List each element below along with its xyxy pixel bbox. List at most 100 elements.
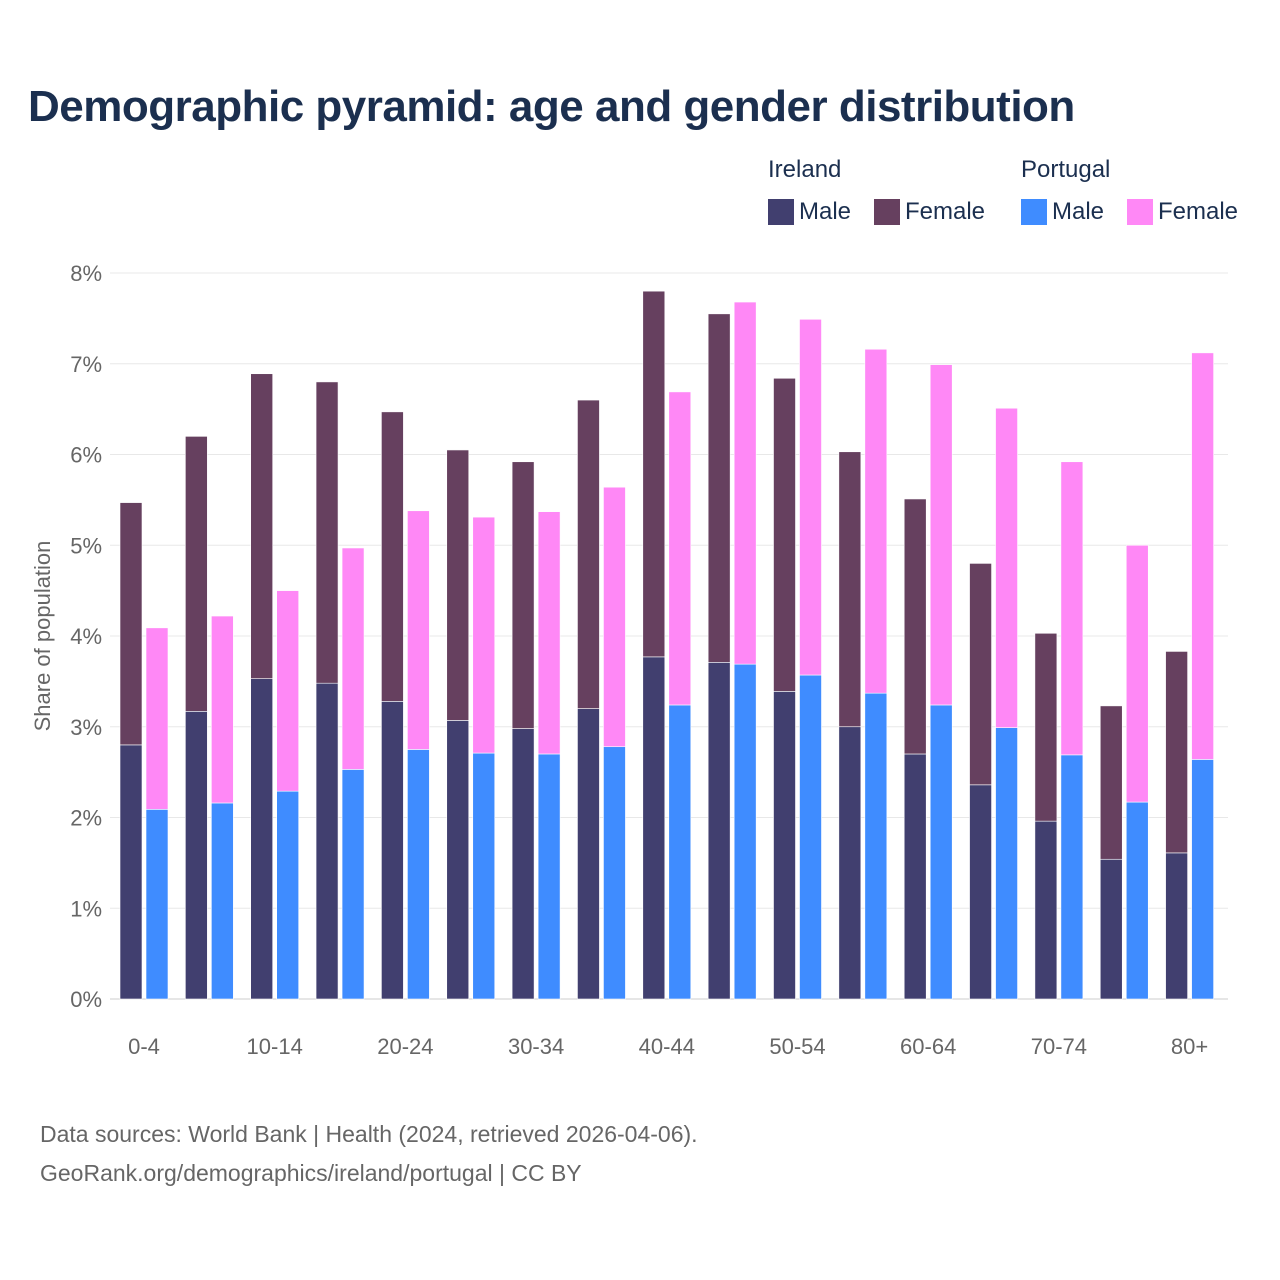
- bar-portugal-male: [537, 753, 561, 1000]
- bar-portugal-male: [1060, 754, 1084, 1000]
- bar-ireland-female: [838, 451, 862, 728]
- y-tick-label: 7%: [70, 352, 102, 377]
- legend-swatch: [1127, 199, 1153, 225]
- bar-ireland-male: [838, 726, 862, 1000]
- y-tick-label: 8%: [70, 261, 102, 286]
- bar-portugal-male: [211, 802, 234, 1000]
- legend-label: Female: [905, 198, 986, 225]
- bar-ireland-female: [250, 373, 273, 679]
- y-tick-label: 5%: [70, 533, 102, 558]
- bar-ireland-female: [511, 461, 535, 729]
- bar-portugal-male: [341, 769, 365, 1000]
- bar-portugal-male: [472, 752, 496, 1000]
- x-tick-label: 80+: [1171, 1034, 1208, 1059]
- bar-ireland-female: [773, 377, 796, 692]
- bar-ireland-male: [250, 678, 273, 1000]
- bar-ireland-female: [446, 449, 470, 721]
- legend-portugal-female: Female: [1127, 198, 1238, 226]
- x-tick-label: 70-74: [1031, 1034, 1087, 1059]
- legend-swatch: [874, 199, 900, 225]
- x-tick-label: 0-4: [128, 1034, 160, 1059]
- bar-ireland-male: [315, 682, 339, 1000]
- y-tick-label: 6%: [70, 443, 102, 468]
- bar-portugal-female: [929, 364, 953, 706]
- bar-ireland-male: [642, 656, 666, 1000]
- x-tick-label: 30-34: [508, 1034, 564, 1059]
- bar-portugal-male: [1191, 759, 1214, 1000]
- bar-portugal-female: [603, 486, 626, 748]
- bar-portugal-female: [668, 391, 692, 706]
- bar-ireland-female: [1099, 705, 1123, 860]
- bar-ireland-female: [577, 399, 600, 709]
- bar-portugal-female: [407, 510, 430, 750]
- bar-ireland-female: [381, 411, 404, 702]
- y-tick-label: 0%: [70, 987, 102, 1012]
- bar-portugal-female: [211, 615, 234, 804]
- legend-swatch: [768, 199, 794, 225]
- bar-portugal-female: [733, 301, 757, 665]
- bar-portugal-male: [1125, 801, 1149, 1000]
- legend-label: Male: [799, 198, 852, 225]
- legend-label: Male: [1052, 198, 1105, 225]
- legend-ireland-male: Male: [768, 198, 851, 226]
- bar-portugal-female: [799, 318, 822, 676]
- legend-label: Female: [1158, 198, 1239, 225]
- y-tick-label: 4%: [70, 624, 102, 649]
- bar-portugal-male: [864, 692, 888, 1000]
- attribution: GeoRank.org/demographics/ireland/portuga…: [40, 1160, 582, 1186]
- bar-ireland-male: [1165, 852, 1188, 1000]
- x-tick-label: 50-54: [769, 1034, 825, 1059]
- bar-ireland-male: [511, 728, 535, 1000]
- bar-portugal-male: [145, 809, 169, 1000]
- x-tick-label: 10-14: [247, 1034, 303, 1059]
- x-tick-label: 20-24: [377, 1034, 433, 1059]
- chart-title: Demographic pyramid: age and gender dist…: [28, 82, 1075, 131]
- y-tick-label: 3%: [70, 715, 102, 740]
- bar-ireland-female: [315, 381, 339, 684]
- bar-portugal-female: [995, 407, 1018, 728]
- footer: Data sources: World Bank | Health (2024,…: [40, 1115, 698, 1193]
- legend-swatch: [1021, 199, 1047, 225]
- y-tick-label: 2%: [70, 806, 102, 831]
- bar-ireland-male: [185, 711, 208, 1000]
- bar-ireland-female: [903, 498, 927, 755]
- y-tick-label: 1%: [70, 896, 102, 921]
- bar-ireland-female: [642, 290, 666, 658]
- bar-portugal-female: [864, 348, 888, 694]
- bar-ireland-male: [381, 701, 404, 1000]
- bar-portugal-male: [276, 790, 300, 1000]
- bar-ireland-male: [707, 662, 731, 1000]
- legend-group-ireland: Ireland: [768, 156, 842, 183]
- bar-portugal-male: [668, 704, 692, 1000]
- bar-portugal-male: [929, 704, 953, 1000]
- x-tick-label: 60-64: [900, 1034, 956, 1059]
- bar-portugal-female: [145, 627, 169, 810]
- legend-ireland-female: Female: [874, 198, 985, 226]
- source-note: Data sources: World Bank | Health (2024,…: [40, 1121, 698, 1147]
- bar-ireland-female: [707, 313, 731, 663]
- legend-portugal-male: Male: [1021, 198, 1104, 226]
- legend-group-portugal: Portugal: [1021, 156, 1111, 183]
- bar-ireland-female: [969, 563, 992, 786]
- bar-portugal-female: [276, 590, 300, 792]
- bar-portugal-female: [1060, 461, 1084, 756]
- bar-ireland-male: [773, 691, 796, 1000]
- bar-ireland-female: [185, 436, 208, 712]
- bar-portugal-female: [1191, 352, 1214, 760]
- bar-ireland-male: [577, 708, 600, 1000]
- bar-portugal-female: [341, 547, 365, 770]
- bar-portugal-female: [1125, 544, 1149, 803]
- bar-portugal-male: [603, 746, 626, 1000]
- y-axis-label: Share of population: [30, 541, 55, 732]
- bar-ireland-male: [446, 720, 470, 1000]
- bar-ireland-male: [1099, 858, 1123, 1000]
- bar-portugal-male: [733, 663, 757, 1000]
- bar-ireland-male: [119, 744, 143, 1000]
- bar-portugal-female: [537, 511, 561, 755]
- bar-portugal-female: [472, 516, 496, 754]
- bar-ireland-female: [1165, 651, 1188, 854]
- bar-ireland-female: [119, 502, 143, 746]
- bar-ireland-male: [903, 753, 927, 1000]
